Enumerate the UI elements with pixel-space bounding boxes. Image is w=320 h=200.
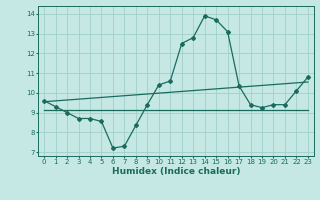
- X-axis label: Humidex (Indice chaleur): Humidex (Indice chaleur): [112, 167, 240, 176]
